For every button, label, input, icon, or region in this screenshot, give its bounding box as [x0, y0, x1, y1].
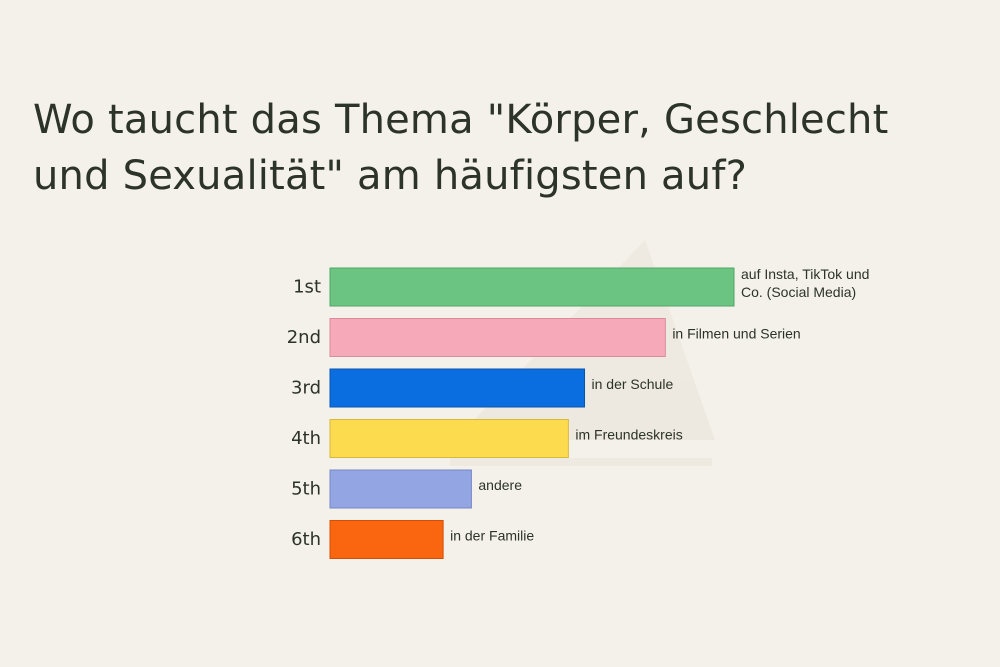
bar-1 [329, 267, 735, 307]
category-label-line: im Freundeskreis [575, 427, 682, 443]
category-label-5: andere [478, 477, 522, 493]
category-label-3: in der Schule [592, 376, 674, 392]
rank-label-5: 5th [291, 479, 321, 500]
category-label-1: auf Insta, TikTok und Co. (Social Media) [741, 266, 869, 300]
bar-6 [329, 520, 444, 559]
category-label-2: in Filmen und Serien [672, 326, 800, 342]
chart-title: Wo taucht das Thema "Körper, Geschlecht … [33, 97, 889, 199]
rank-label-4: 4th [291, 428, 321, 449]
category-label-line: andere [478, 477, 522, 493]
bars-layer: 1st auf Insta, TikTok und Co. (Social Medi… [287, 266, 869, 559]
rank-label-6: 6th [291, 529, 321, 550]
bar-4 [329, 419, 569, 458]
bar-5 [329, 469, 472, 509]
category-label-line: in Filmen und Serien [672, 326, 800, 342]
category-label-line: auf Insta, TikTok und [741, 266, 869, 282]
category-label-line: in der Schule [592, 376, 674, 392]
category-label-line: in der Familie [450, 528, 534, 544]
category-label-line: Co. (Social Media) [741, 284, 856, 300]
rank-label-3: 3rd [291, 378, 321, 399]
bar-3 [329, 368, 586, 408]
category-label-4: im Freundeskreis [575, 427, 682, 443]
rank-label-1: 1st [293, 277, 321, 298]
bar-2 [329, 318, 666, 357]
rank-label-2: 2nd [287, 327, 321, 348]
category-label-6: in der Familie [450, 528, 534, 544]
